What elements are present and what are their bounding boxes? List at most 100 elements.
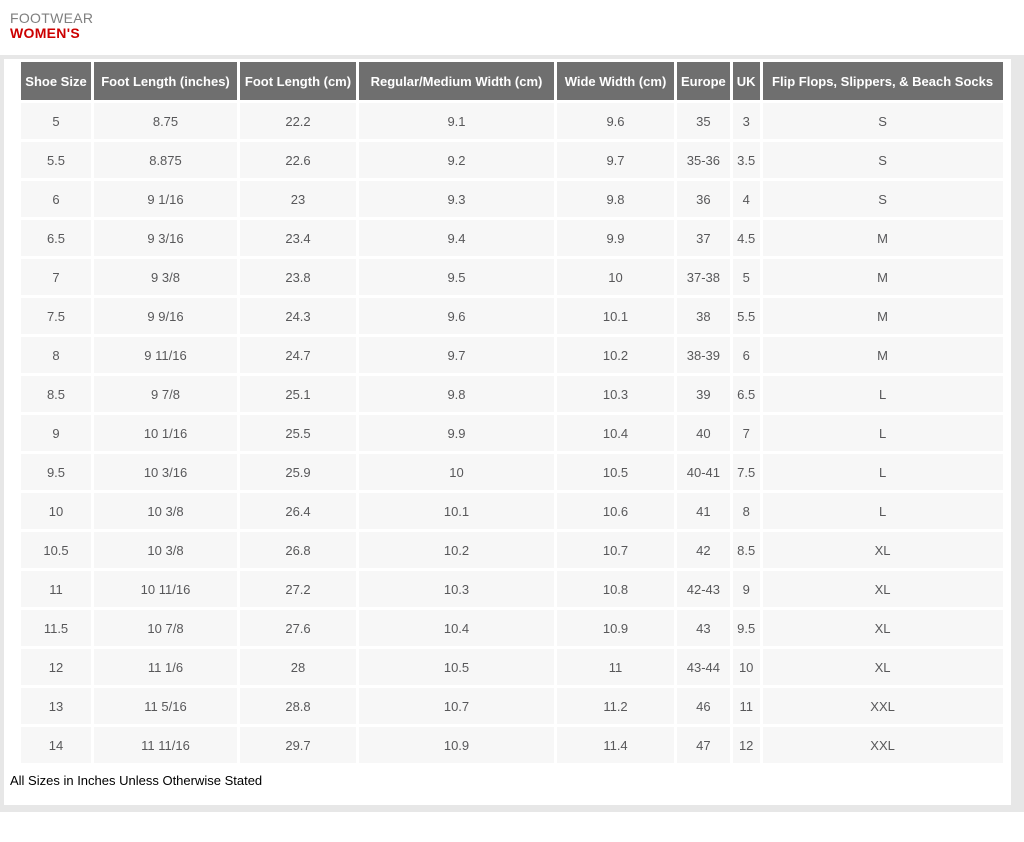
table-cell: 10.1: [557, 298, 674, 334]
table-cell: 9.9: [557, 220, 674, 256]
table-cell: 13: [21, 688, 91, 724]
table-cell: 46: [677, 688, 730, 724]
table-cell: 8: [732, 493, 760, 529]
table-row: 8.5 9 7/8 25.1 9.8 10.3 39 6.5 L: [21, 376, 1003, 412]
table-cell: M: [762, 259, 1003, 295]
table-cell: 23: [240, 181, 356, 217]
table-cell: 12: [732, 727, 760, 763]
table-cell: 25.1: [240, 376, 356, 412]
table-cell: 24.7: [240, 337, 356, 373]
table-cell: 9 3/16: [94, 220, 237, 256]
table-cell: 12: [21, 649, 91, 685]
table-cell: 9 7/8: [94, 376, 237, 412]
table-cell: 7: [732, 415, 760, 451]
table-cell: 11 11/16: [94, 727, 237, 763]
table-cell: 9.9: [359, 415, 554, 451]
table-cell: 14: [21, 727, 91, 763]
table-cell: S: [762, 103, 1003, 139]
table-cell: 22.2: [240, 103, 356, 139]
table-row: 13 11 5/16 28.8 10.7 11.2 46 11 XXL: [21, 688, 1003, 724]
table-cell: M: [762, 298, 1003, 334]
table-cell: 27.2: [240, 571, 356, 607]
table-cell: 25.9: [240, 454, 356, 490]
table-cell: 6.5: [732, 376, 760, 412]
page-title: WOMEN'S: [10, 25, 80, 41]
table-cell: 37: [677, 220, 730, 256]
table-cell: 10.3: [359, 571, 554, 607]
table-cell: L: [762, 454, 1003, 490]
table-cell: 10 7/8: [94, 610, 237, 646]
table-cell: 10.1: [359, 493, 554, 529]
table-cell: 10.5: [557, 454, 674, 490]
table-cell: 6.5: [21, 220, 91, 256]
table-cell: 8.75: [94, 103, 237, 139]
size-chart-table: Shoe Size Foot Length (inches) Foot Length…: [18, 59, 1006, 766]
table-cell: L: [762, 493, 1003, 529]
table-row: 7.5 9 9/16 24.3 9.6 10.1 38 5.5 M: [21, 298, 1003, 334]
table-row: 5.5 8.875 22.6 9.2 9.7 35-36 3.5 S: [21, 142, 1003, 178]
table-cell: 28: [240, 649, 356, 685]
table-cell: XL: [762, 532, 1003, 568]
table-cell: 9 11/16: [94, 337, 237, 373]
size-chart-panel: Shoe Size Foot Length (inches) Foot Length…: [0, 55, 1024, 812]
table-row: 9 10 1/16 25.5 9.9 10.4 40 7 L: [21, 415, 1003, 451]
table-cell: 11: [732, 688, 760, 724]
table-cell: 28.8: [240, 688, 356, 724]
table-cell: 10: [359, 454, 554, 490]
table-row: 6.5 9 3/16 23.4 9.4 9.9 37 4.5 M: [21, 220, 1003, 256]
table-cell: 10 3/16: [94, 454, 237, 490]
table-cell: 7.5: [21, 298, 91, 334]
table-cell: 43-44: [677, 649, 730, 685]
table-row: 10 10 3/8 26.4 10.1 10.6 41 8 L: [21, 493, 1003, 529]
table-cell: 22.6: [240, 142, 356, 178]
table-cell: 10 11/16: [94, 571, 237, 607]
table-cell: 10.5: [359, 649, 554, 685]
table-cell: 4.5: [732, 220, 760, 256]
footnote: All Sizes in Inches Unless Otherwise Sta…: [10, 773, 263, 788]
table-cell: 37-38: [677, 259, 730, 295]
table-cell: 8.5: [732, 532, 760, 568]
table-cell: 10.5: [21, 532, 91, 568]
column-header: Wide Width (cm): [557, 62, 674, 100]
table-cell: 9.8: [557, 181, 674, 217]
table-cell: 25.5: [240, 415, 356, 451]
table-cell: 41: [677, 493, 730, 529]
table-cell: 9.7: [359, 337, 554, 373]
table-cell: 10.4: [359, 610, 554, 646]
table-cell: 40: [677, 415, 730, 451]
table-row: 5 8.75 22.2 9.1 9.6 35 3 S: [21, 103, 1003, 139]
table-cell: 11.4: [557, 727, 674, 763]
table-cell: 10.2: [557, 337, 674, 373]
table-cell: 6: [21, 181, 91, 217]
table-row: 9.5 10 3/16 25.9 10 10.5 40-41 7.5 L: [21, 454, 1003, 490]
column-header: Foot Length (cm): [240, 62, 356, 100]
table-row: 10.5 10 3/8 26.8 10.2 10.7 42 8.5 XL: [21, 532, 1003, 568]
table-cell: 10: [21, 493, 91, 529]
table-cell: 42-43: [677, 571, 730, 607]
table-cell: 9.6: [557, 103, 674, 139]
table-cell: 10 3/8: [94, 532, 237, 568]
column-header: UK: [732, 62, 760, 100]
table-cell: 9.1: [359, 103, 554, 139]
table-cell: 9.6: [359, 298, 554, 334]
table-cell: 43: [677, 610, 730, 646]
table-cell: 10 3/8: [94, 493, 237, 529]
table-cell: 4: [732, 181, 760, 217]
column-header: Flip Flops, Slippers, & Beach Socks: [762, 62, 1003, 100]
column-header: Regular/Medium Width (cm): [359, 62, 554, 100]
table-cell: 6: [732, 337, 760, 373]
table-row: 12 11 1/6 28 10.5 11 43-44 10 XL: [21, 649, 1003, 685]
table-cell: 7.5: [732, 454, 760, 490]
table-cell: XXL: [762, 688, 1003, 724]
column-header: Foot Length (inches): [94, 62, 237, 100]
table-cell: 10.6: [557, 493, 674, 529]
table-cell: L: [762, 376, 1003, 412]
table-cell: 10.4: [557, 415, 674, 451]
table-cell: 10.3: [557, 376, 674, 412]
table-cell: 10.2: [359, 532, 554, 568]
table-cell: 29.7: [240, 727, 356, 763]
table-cell: 11.2: [557, 688, 674, 724]
table-cell: 26.4: [240, 493, 356, 529]
table-cell: 36: [677, 181, 730, 217]
